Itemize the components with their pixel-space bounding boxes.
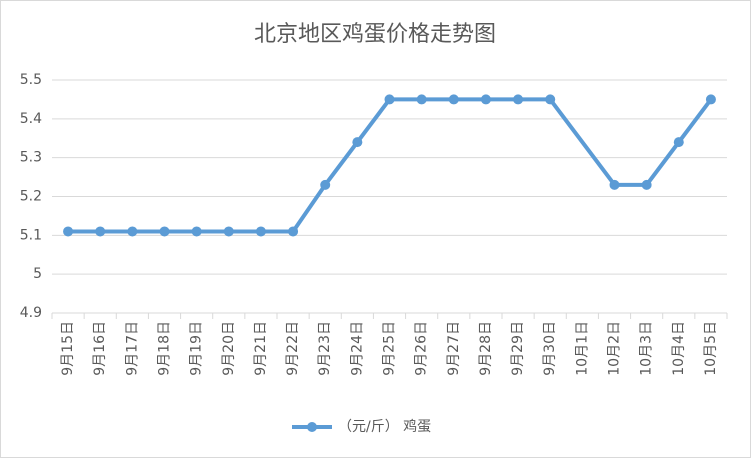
x-tick-label: 9月30日 bbox=[542, 321, 558, 376]
y-tick-label: 5.4 bbox=[20, 111, 42, 127]
point bbox=[320, 179, 331, 190]
x-tick-label: 10月1日 bbox=[574, 321, 590, 376]
x-tick-label: 9月21日 bbox=[253, 321, 269, 376]
line bbox=[68, 97, 551, 234]
y-tick-label: 5.1 bbox=[20, 227, 42, 243]
x-tick-label: 9月28日 bbox=[478, 321, 494, 376]
point bbox=[513, 94, 524, 105]
x-tick-label: 9月18日 bbox=[157, 321, 173, 376]
point bbox=[384, 94, 395, 105]
x-tick-label: 9月23日 bbox=[317, 321, 333, 376]
x-tick-label: 10月5日 bbox=[703, 321, 719, 376]
x-tick-label: 9月20日 bbox=[221, 321, 237, 376]
point bbox=[95, 226, 106, 237]
y-tick-label: 5.5 bbox=[20, 72, 42, 88]
chart-title: 北京地区鸡蛋价格走势图 bbox=[254, 22, 496, 47]
point bbox=[127, 226, 138, 237]
gap-connector bbox=[548, 97, 617, 187]
point bbox=[352, 137, 363, 148]
y-tick-label: 5 bbox=[33, 266, 42, 282]
y-tick-label: 5.3 bbox=[20, 150, 42, 166]
legend-marker bbox=[307, 422, 317, 432]
point bbox=[191, 226, 202, 237]
x-tick-label: 9月27日 bbox=[446, 321, 462, 376]
point bbox=[480, 94, 491, 105]
point bbox=[288, 226, 299, 237]
x-tick-label: 9月26日 bbox=[414, 321, 430, 376]
x-tick-label: 10月3日 bbox=[639, 321, 655, 376]
x-tick-label: 9月22日 bbox=[285, 321, 301, 376]
y-tick-label: 5.2 bbox=[20, 189, 42, 205]
x-tick-label: 9月19日 bbox=[189, 321, 205, 376]
point bbox=[63, 226, 74, 237]
point bbox=[416, 94, 427, 105]
point bbox=[159, 226, 170, 237]
x-tick-label: 9月24日 bbox=[349, 321, 365, 376]
point bbox=[705, 94, 716, 105]
point bbox=[609, 179, 620, 190]
point bbox=[641, 179, 652, 190]
x-tick-label: 9月25日 bbox=[382, 321, 398, 376]
legend-label: （元/斤） 鸡蛋 bbox=[338, 418, 431, 435]
point bbox=[255, 226, 266, 237]
x-tick-label: 9月16日 bbox=[92, 321, 108, 376]
point bbox=[448, 94, 459, 105]
x-tick-label: 10月4日 bbox=[671, 321, 687, 376]
x-tick-label: 9月17日 bbox=[124, 321, 140, 376]
point bbox=[545, 94, 556, 105]
x-tick-label: 10月2日 bbox=[607, 321, 623, 376]
x-tick-label: 9月29日 bbox=[510, 321, 526, 376]
line bbox=[614, 98, 713, 187]
y-tick-label: 4.9 bbox=[20, 305, 42, 321]
point bbox=[223, 226, 234, 237]
x-tick-label: 9月15日 bbox=[60, 321, 76, 376]
point bbox=[673, 137, 684, 148]
